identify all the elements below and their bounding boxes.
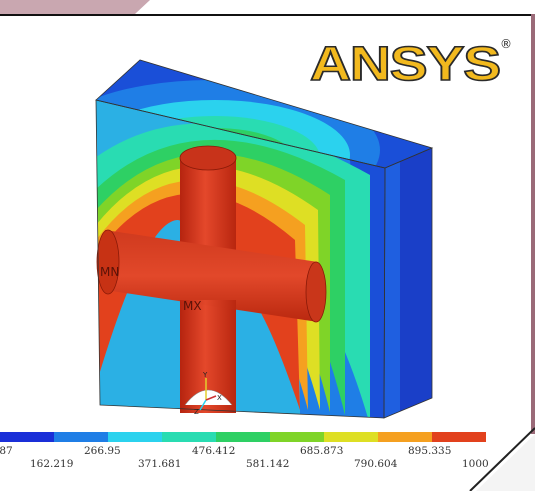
horizontal-cylinder-end [96, 229, 120, 295]
legend-value: 1000 [462, 458, 489, 470]
legend-swatch [270, 432, 324, 442]
legend-value: 895.335 [408, 445, 452, 457]
axis-y-label: Y [202, 371, 208, 379]
block-outline [95, 59, 434, 419]
legend-value: 581.142 [246, 458, 290, 470]
contour-legend-bar [0, 432, 486, 442]
legend-value: 476.412 [192, 445, 236, 457]
vertical-cylinder-top [179, 145, 237, 171]
cylinder-cross [96, 145, 327, 413]
legend-swatch [0, 432, 54, 442]
legend-swatch [432, 432, 486, 442]
legend-value: 790.604 [354, 458, 398, 470]
right-face [384, 148, 432, 418]
min-marker-label: MN [100, 265, 119, 279]
legend-value: 162.219 [30, 458, 74, 470]
legend-swatch [324, 432, 378, 442]
legend-swatch [216, 432, 270, 442]
ansys-logo-registered: ® [500, 37, 512, 51]
legend-swatch [108, 432, 162, 442]
max-marker-label: MX [183, 299, 202, 313]
legend-value: 266.95 [84, 445, 121, 457]
legend-value: 57.487 [0, 445, 13, 457]
legend-value: 371.681 [138, 458, 182, 470]
ansys-logo-text: ANSYS [310, 38, 500, 91]
ansys-logo: ANSYS ® [309, 37, 512, 92]
axis-x-label: X [217, 394, 222, 402]
axis-triad: Y Z X [194, 371, 222, 416]
legend-value: 685.873 [300, 445, 344, 457]
axis-z-label: Z [194, 408, 199, 416]
horizontal-cylinder [99, 230, 324, 322]
legend-swatch [378, 432, 432, 442]
legend-swatch [162, 432, 216, 442]
legend-swatch [54, 432, 108, 442]
